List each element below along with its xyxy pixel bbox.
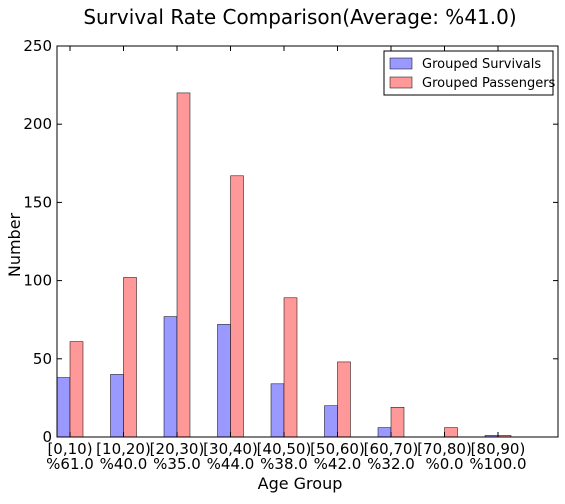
x-tick-rate-label: %40.0 [100, 455, 148, 473]
x-tick-label: [10,20) [96, 440, 151, 458]
x-tick-rate-label: %35.0 [153, 455, 201, 473]
plot-frame [56, 45, 559, 438]
bar-survivals-5 [324, 405, 338, 438]
bar-survivals-4 [270, 383, 285, 438]
x-tick-rate-label: %32.0 [367, 455, 415, 473]
legend-label-1: Grouped Passengers [422, 76, 556, 91]
x-tick-rate-label: %38.0 [260, 455, 308, 473]
x-tick-rate-label: %44.0 [207, 455, 255, 473]
x-tick-label: [30,40) [203, 440, 258, 458]
bar-survivals-1 [110, 374, 124, 438]
legend: Grouped Survivals Grouped Passengers [383, 50, 556, 96]
x-axis-label: Age Group [258, 474, 343, 493]
bar-passengers-6 [390, 407, 405, 438]
bar-survivals-6 [377, 427, 392, 438]
x-tick-label: [20,30) [150, 440, 205, 458]
y-tick-label: 100 [23, 272, 52, 290]
bar-passengers-3 [230, 175, 244, 438]
x-tick-label: [50,60) [310, 440, 365, 458]
bar-passengers-0 [69, 341, 84, 438]
x-tick-label: [70,80) [417, 440, 472, 458]
legend-swatch-0 [389, 57, 413, 70]
y-tick-label: 150 [23, 193, 52, 211]
bar-passengers-4 [283, 297, 298, 438]
bar-survivals-0 [56, 377, 71, 438]
bar-passengers-1 [123, 277, 137, 438]
x-tick-rate-label: %61.0 [46, 455, 94, 473]
bar-passengers-7 [444, 427, 458, 438]
bar-survivals-3 [217, 324, 231, 438]
x-tick-rate-label: %42.0 [314, 455, 362, 473]
y-tick-label: 0 [42, 428, 52, 446]
x-tick-rate-label: %0.0 [425, 455, 463, 473]
bar-passengers-5 [337, 361, 351, 438]
bar-survivals-2 [163, 316, 178, 438]
plot-area: 0 50 100 150 200 250 [0,10)%61.0[10,20)%40.0[2… [23, 37, 559, 473]
x-tick-label: [80,90) [471, 440, 526, 458]
y-tick-label: 250 [23, 37, 52, 55]
legend-swatch-1 [389, 76, 413, 89]
legend-label-0: Grouped Survivals [422, 57, 541, 72]
chart-title: Survival Rate Comparison(Average: %41.0) [83, 5, 516, 29]
x-tick-label: [0,10) [47, 440, 92, 458]
y-axis-label: Number [5, 212, 24, 277]
y-tick-label: 200 [23, 115, 52, 133]
x-tick-rate-label: %100.0 [469, 455, 526, 473]
x-tick-label: [60,70) [364, 440, 419, 458]
bar-passengers-2 [176, 92, 191, 438]
y-tick-label: 50 [33, 350, 52, 368]
x-tick-label: [40,50) [257, 440, 312, 458]
